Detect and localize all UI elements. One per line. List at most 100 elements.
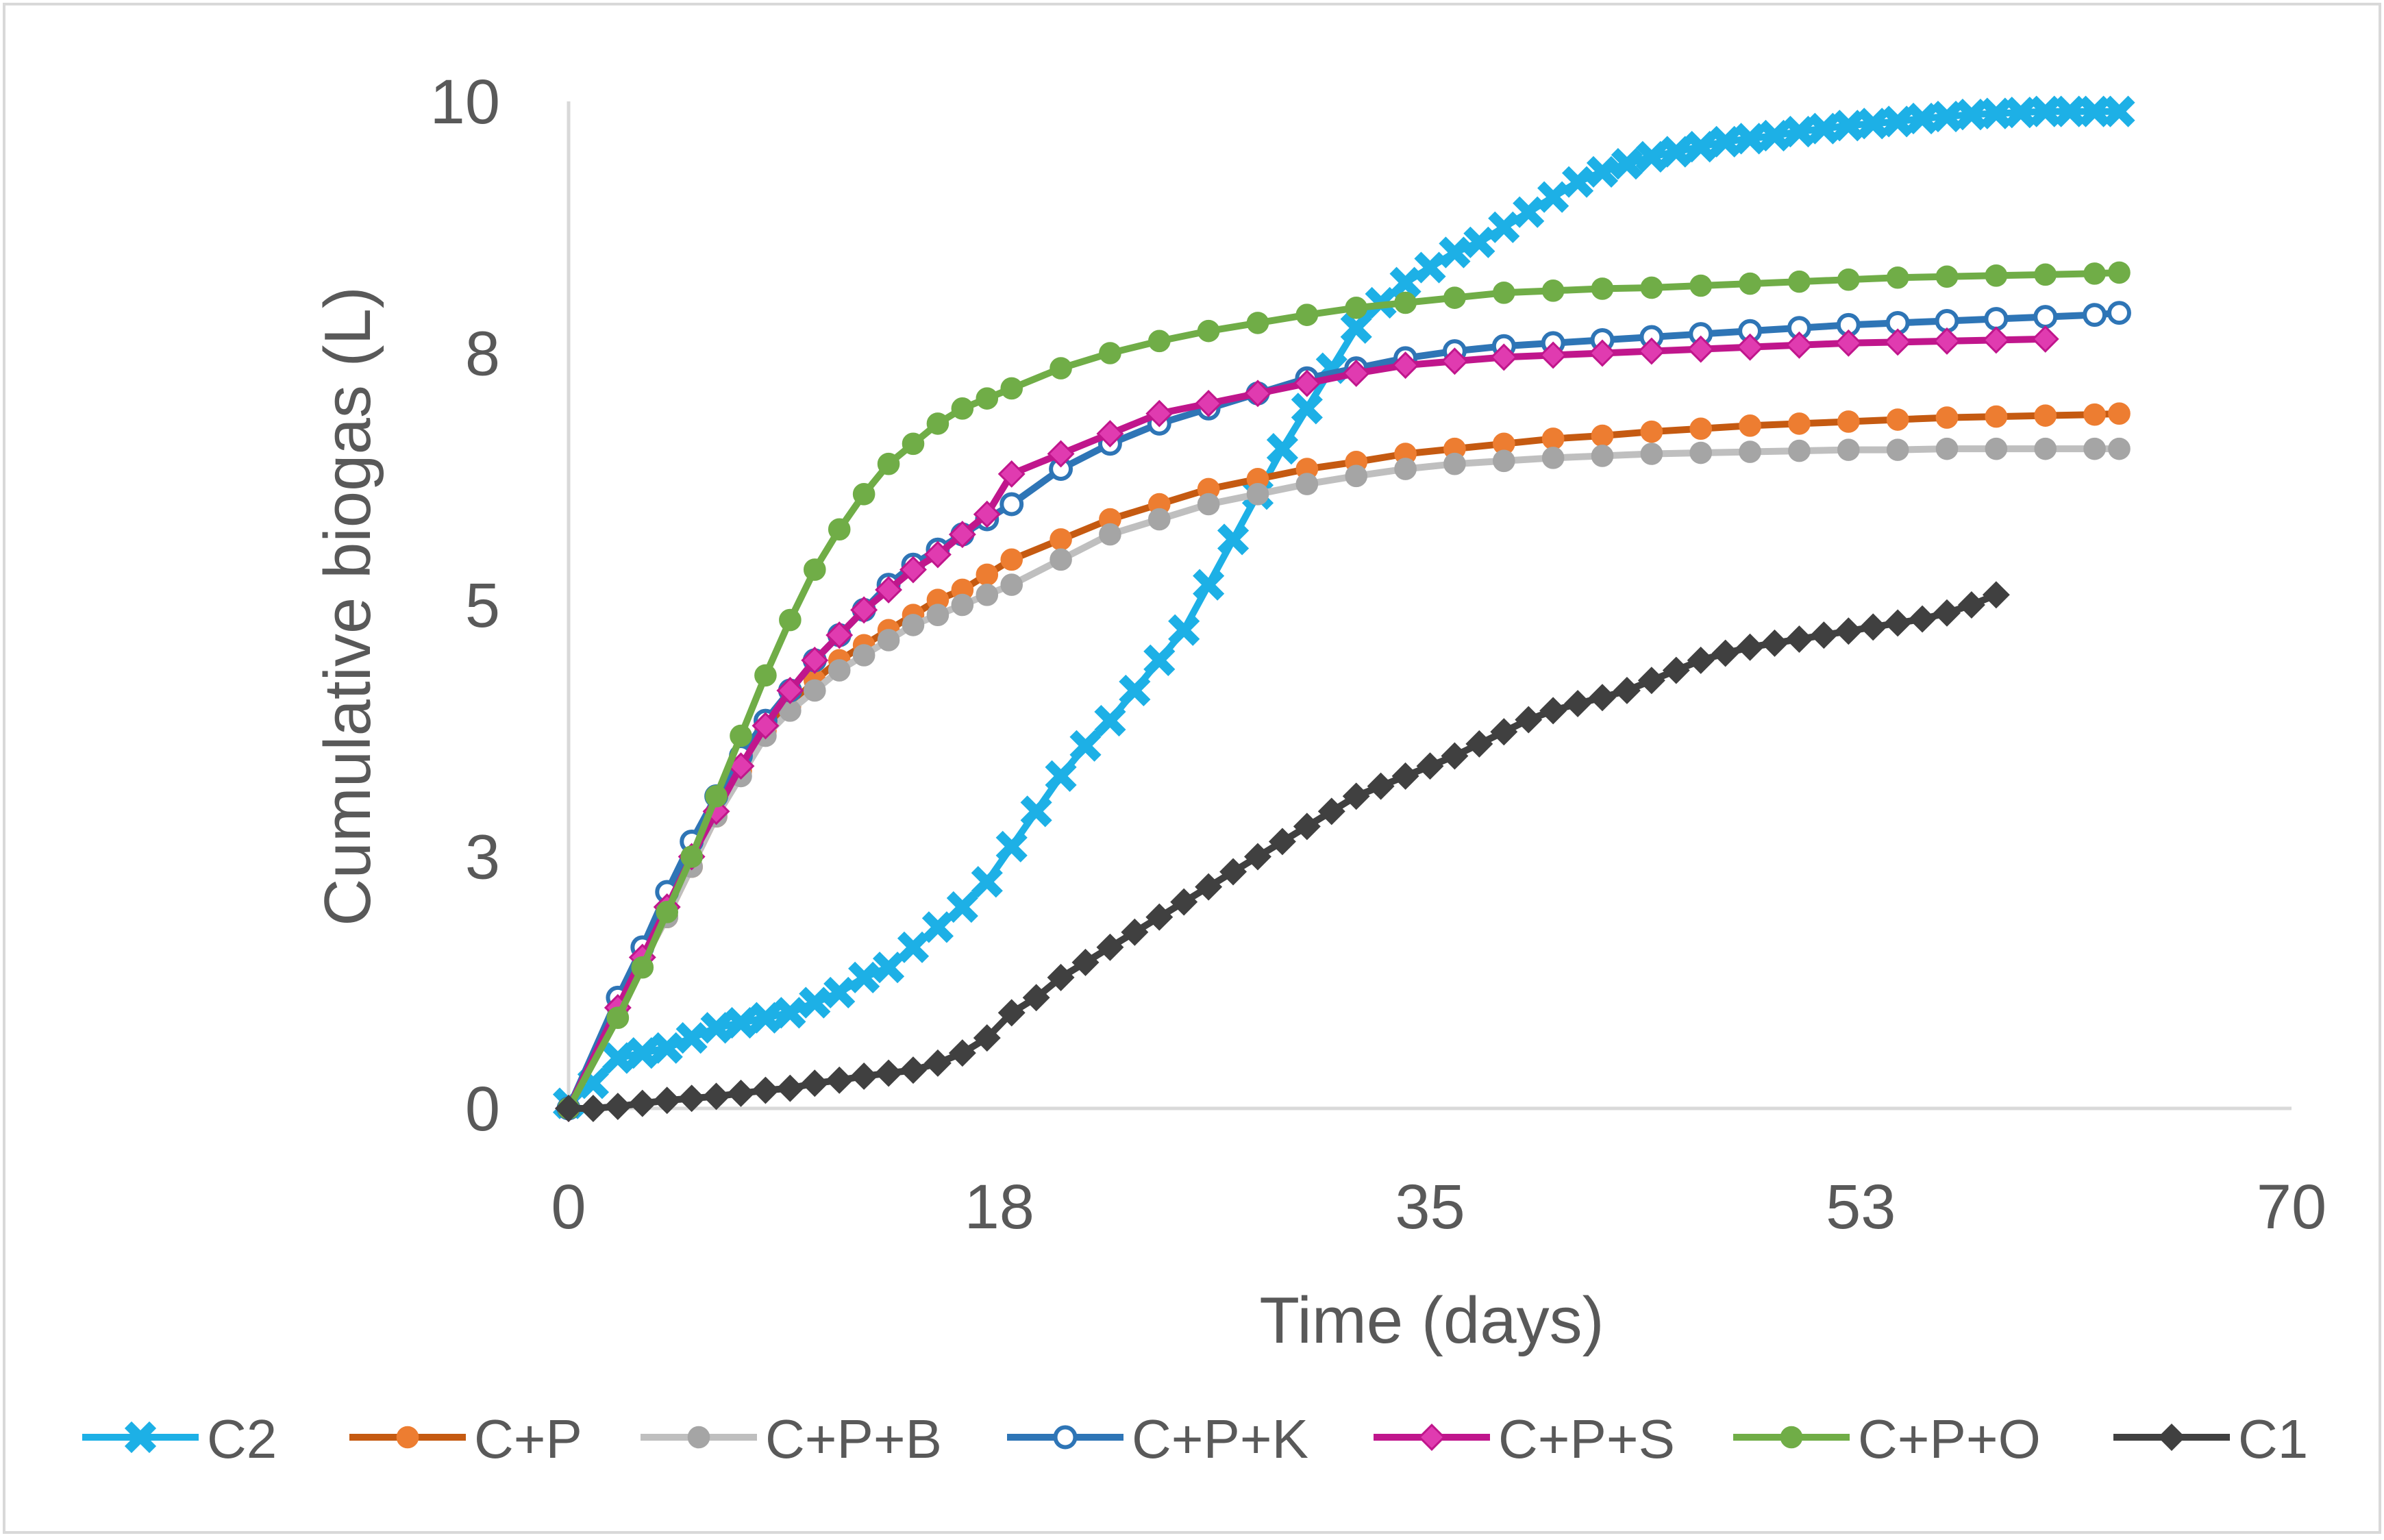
data-point-c1 xyxy=(1564,690,1592,718)
data-point-c-p-s xyxy=(923,541,952,569)
data-point-c1 xyxy=(1121,918,1149,946)
data-point-c-p-b xyxy=(1099,523,1121,546)
data-point-c-p xyxy=(1640,420,1663,443)
data-point-c1 xyxy=(1071,948,1100,976)
data-point-c1 xyxy=(1736,633,1764,661)
data-point-c1 xyxy=(1933,599,1961,627)
data-point-c-p-b xyxy=(1935,437,1959,460)
legend-label: C+P xyxy=(474,1408,582,1469)
data-point-c-p-o xyxy=(1099,342,1121,364)
y-tick-label: 8 xyxy=(465,319,500,389)
data-point-c1 xyxy=(1982,581,2010,609)
data-point-c-p-o xyxy=(631,956,654,979)
data-point-c1 xyxy=(628,1089,656,1117)
data-point-c2 xyxy=(1635,140,1667,173)
data-point-c1 xyxy=(825,1066,854,1094)
data-point-c-p-b xyxy=(1246,483,1269,506)
data-point-c-p-o xyxy=(730,724,752,747)
data-point-c-p-o xyxy=(902,432,925,456)
data-point-c-p-s xyxy=(1982,326,2010,354)
data-point-c-p-o xyxy=(1492,282,1515,304)
series-c1 xyxy=(555,581,2010,1122)
data-point-c1 xyxy=(948,1039,976,1067)
legend-label: C1 xyxy=(2238,1408,2308,1469)
data-point-c1 xyxy=(776,1074,804,1102)
data-point-c-p-o xyxy=(779,608,802,632)
data-point-c2 xyxy=(2054,95,2086,127)
data-point-c-p-s xyxy=(1933,327,1961,355)
data-point-c2 xyxy=(1611,148,1643,180)
data-point-c1 xyxy=(1515,706,1543,734)
legend-item-c-p-k[interactable]: C+P+K xyxy=(1007,1408,1308,1469)
data-point-c-p xyxy=(1689,417,1713,440)
chart-border xyxy=(3,3,2381,1534)
data-point-c-p-b xyxy=(803,679,826,702)
data-point-c-p-o xyxy=(803,558,826,581)
data-point-c-p-b xyxy=(1345,464,1368,488)
legend-item-c-p-b[interactable]: C+P+B xyxy=(641,1408,942,1469)
legend[interactable]: C2 C+P C+P+B C+P+K C+P+S C+P+O C1 xyxy=(82,1408,2308,1469)
data-point-c-p-b xyxy=(1492,449,1515,473)
data-point-c2 xyxy=(1340,312,1372,344)
data-point-c1 xyxy=(899,1056,927,1084)
data-point-c1 xyxy=(1244,843,1271,871)
series-line-c-p-b xyxy=(565,445,2123,1112)
data-point-c-p-k xyxy=(2033,305,2058,330)
data-point-c2 xyxy=(1685,131,1717,163)
data-point-c1 xyxy=(875,1059,903,1087)
legend-swatch-marker xyxy=(2158,1424,2185,1451)
legend-item-c-p-s[interactable]: C+P+S xyxy=(1374,1408,1675,1469)
data-point-c-p xyxy=(2108,402,2131,425)
data-point-c1 xyxy=(1859,613,1887,641)
legend-swatch-marker xyxy=(1780,1426,1803,1449)
data-point-c-p xyxy=(1000,548,1023,571)
data-point-c-p-s xyxy=(1293,369,1321,397)
data-point-c-p-b xyxy=(1147,508,1171,531)
data-point-c-p-o xyxy=(1640,276,1663,299)
data-point-c1 xyxy=(850,1062,878,1090)
data-point-c-p-s xyxy=(1835,329,1863,357)
data-point-c2 xyxy=(1537,181,1569,213)
data-point-c2 xyxy=(1513,196,1545,228)
data-point-c-p-s xyxy=(1145,399,1174,427)
y-tick-label: 10 xyxy=(430,67,500,137)
data-point-c-p xyxy=(1788,412,1811,435)
data-point-c1 xyxy=(752,1076,780,1104)
data-point-c2 xyxy=(1660,136,1692,168)
legend-item-c-p[interactable]: C+P xyxy=(349,1408,582,1469)
data-point-c2 xyxy=(1193,569,1225,601)
series-c2 xyxy=(552,95,2135,1119)
data-point-c1 xyxy=(1884,609,1912,637)
data-point-c-p-o xyxy=(680,845,703,868)
data-point-c-p-o xyxy=(1246,312,1269,334)
data-point-c-p-b xyxy=(2083,437,2106,460)
data-point-c1 xyxy=(1810,621,1838,649)
data-point-c-p-k xyxy=(999,492,1024,517)
data-point-c-p-o xyxy=(951,397,974,420)
data-point-c-p-s xyxy=(875,575,903,604)
data-point-c2 xyxy=(1094,704,1126,737)
data-point-c-p-s xyxy=(2031,325,2059,353)
data-point-c-p xyxy=(1985,405,2008,428)
legend-swatch-marker xyxy=(1053,1425,1078,1450)
data-point-c-p xyxy=(1886,408,1909,431)
x-tick-label: 18 xyxy=(965,1172,1034,1242)
data-point-c-p-b xyxy=(951,593,974,617)
data-point-c-p-o xyxy=(1689,274,1713,297)
legend-label: C2 xyxy=(207,1408,277,1469)
data-point-c-p-o xyxy=(1837,268,1860,291)
data-point-c1 xyxy=(1687,646,1715,674)
legend-item-c2[interactable]: C2 xyxy=(82,1408,277,1469)
legend-item-c1[interactable]: C1 xyxy=(2113,1408,2308,1469)
data-point-c-p-o xyxy=(926,412,949,435)
x-tick-label: 53 xyxy=(1826,1172,1896,1242)
data-point-c1 xyxy=(1268,828,1296,856)
data-point-c1 xyxy=(801,1069,829,1097)
data-point-c-p-s xyxy=(1785,331,1813,359)
data-point-c2 xyxy=(1266,433,1299,465)
data-point-c-p-o xyxy=(1394,291,1417,314)
legend-item-c-p-o[interactable]: C+P+O xyxy=(1733,1408,2041,1469)
data-point-c-p-s xyxy=(1490,343,1518,371)
data-point-c-p-o xyxy=(705,785,728,808)
